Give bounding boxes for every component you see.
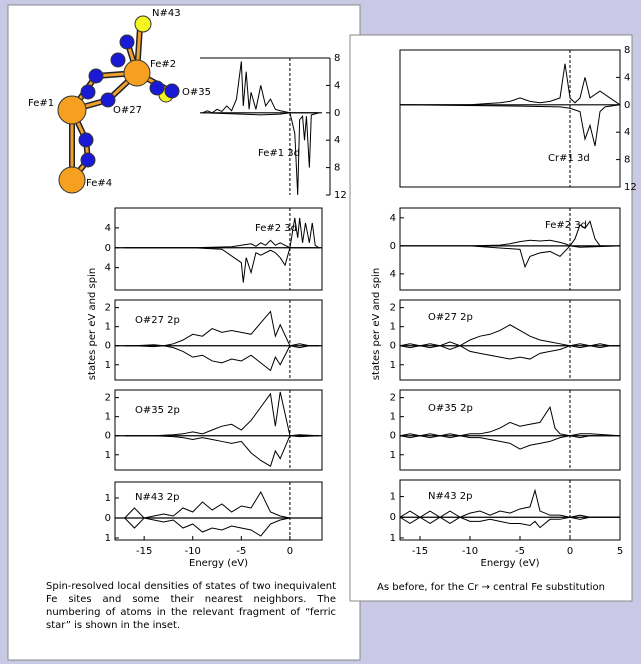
y-tick-label: 0 [105, 513, 111, 524]
y-tick-label: 1 [390, 412, 396, 423]
atom-label: Fe#1 [28, 98, 54, 109]
plot-label: O#27 2p [135, 315, 180, 326]
y-tick-label: 2 [105, 393, 111, 404]
y-tick-label: 1 [390, 533, 396, 544]
y-tick-label: 1 [105, 450, 111, 461]
atom-label: O#35 [182, 87, 211, 98]
x-tick-label: -5 [515, 546, 525, 557]
y-tick-label: 1 [390, 450, 396, 461]
plot-label: O#35 2p [135, 405, 180, 416]
y-tick-label: 1 [105, 533, 111, 544]
y-tick-label: 4 [105, 223, 111, 234]
atom-label: Fe#2 [150, 59, 176, 70]
plot-label: Fe#2 3d [255, 223, 297, 234]
y-tick-label: 2 [390, 393, 396, 404]
atom-label: N#43 [152, 8, 181, 19]
y-tick-label: 4 [334, 135, 340, 146]
x-tick-label: 0 [567, 546, 573, 557]
y-axis-label: states per eV and spin [87, 268, 98, 380]
y-tick-label: 12 [624, 182, 637, 193]
y-tick-label: 0 [624, 100, 630, 111]
plot-label: Fe#2 3d [545, 220, 587, 231]
y-tick-label: 4 [624, 72, 630, 83]
figure: N#43 Fe#2 O#35 Fe#1 O#27 Fe#4 8404812Fe#… [0, 0, 641, 664]
atom-label: O#27 [113, 105, 142, 116]
y-tick-label: 2 [105, 303, 111, 314]
y-tick-label: 0 [390, 431, 396, 442]
y-tick-label: 4 [624, 127, 630, 138]
plot-label: O#35 2p [428, 403, 473, 414]
x-tick-label: -15 [136, 546, 152, 557]
y-tick-label: 1 [105, 360, 111, 371]
y-tick-label: 1 [390, 492, 396, 503]
plot-label: N#43 2p [135, 492, 179, 503]
y-tick-label: 0 [105, 341, 111, 352]
y-tick-label: 8 [624, 45, 630, 56]
y-tick-label: 0 [390, 512, 396, 523]
x-tick-label: -10 [185, 546, 201, 557]
y-tick-label: 0 [105, 243, 111, 254]
y-tick-label: 0 [390, 341, 396, 352]
caption: Spin-resolved local densities of states … [46, 580, 336, 632]
y-tick-label: 8 [334, 163, 340, 174]
x-tick-label: -15 [412, 546, 428, 557]
y-tick-label: 1 [105, 493, 111, 504]
x-tick-label: 5 [617, 546, 623, 557]
y-tick-label: 8 [624, 155, 630, 166]
y-tick-label: 12 [334, 190, 347, 201]
plot-label: Cr#1 3d [548, 153, 590, 164]
y-tick-label: 1 [390, 322, 396, 333]
y-tick-label: 4 [390, 213, 396, 224]
y-tick-label: 4 [390, 269, 396, 280]
y-tick-label: 1 [105, 322, 111, 333]
plot-label: O#27 2p [428, 312, 473, 323]
y-tick-label: 8 [334, 53, 340, 64]
x-axis-label: Energy (eV) [189, 558, 248, 569]
plot-label: Fe#1 3d [258, 148, 300, 159]
plot-label: N#43 2p [428, 491, 472, 502]
y-tick-label: 1 [390, 360, 396, 371]
y-tick-label: 0 [105, 431, 111, 442]
y-tick-label: 1 [105, 412, 111, 423]
x-axis-label: Energy (eV) [481, 558, 540, 569]
x-tick-label: -5 [236, 546, 246, 557]
y-tick-label: 2 [390, 303, 396, 314]
y-tick-label: 4 [105, 263, 111, 274]
y-tick-label: 0 [390, 241, 396, 252]
atom-label: Fe#4 [86, 178, 112, 189]
page: {"inset": {"atoms": ["N#43", "Fe#2", "O#… [0, 0, 641, 664]
x-tick-label: 0 [287, 546, 293, 557]
y-tick-label: 4 [334, 80, 340, 91]
x-tick-label: -10 [462, 546, 478, 557]
caption: As before, for the Cr → central Fe subst… [355, 581, 627, 594]
y-axis-label: states per eV and spin [371, 268, 382, 380]
y-tick-label: 0 [334, 108, 340, 119]
